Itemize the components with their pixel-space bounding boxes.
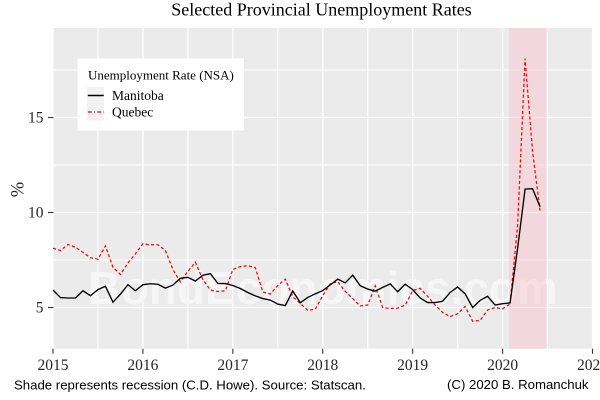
svg-text:2017: 2017 <box>217 357 248 374</box>
svg-text:5: 5 <box>36 300 44 317</box>
svg-text:Selected Provincial Unemployme: Selected Provincial Unemployment Rates <box>171 0 471 20</box>
svg-text:15: 15 <box>28 110 44 127</box>
svg-text:Shade represents recession (C.: Shade represents recession (C.D. Howe). … <box>14 378 366 393</box>
svg-text:2015: 2015 <box>38 357 69 374</box>
svg-text:10: 10 <box>28 205 44 222</box>
svg-text:2018: 2018 <box>307 357 338 374</box>
svg-text:2016: 2016 <box>127 357 158 374</box>
svg-text:BondEconomics.com: BondEconomics.com <box>88 262 558 314</box>
svg-text:Unemployment Rate (NSA): Unemployment Rate (NSA) <box>88 68 234 83</box>
svg-text:2020: 2020 <box>487 357 518 374</box>
svg-text:Quebec: Quebec <box>112 105 153 120</box>
svg-text:%: % <box>9 182 29 197</box>
svg-text:Manitoba: Manitoba <box>112 88 164 103</box>
svg-text:(C) 2020 B. Romanchuk: (C) 2020 B. Romanchuk <box>447 377 589 392</box>
svg-text:2019: 2019 <box>397 357 428 374</box>
